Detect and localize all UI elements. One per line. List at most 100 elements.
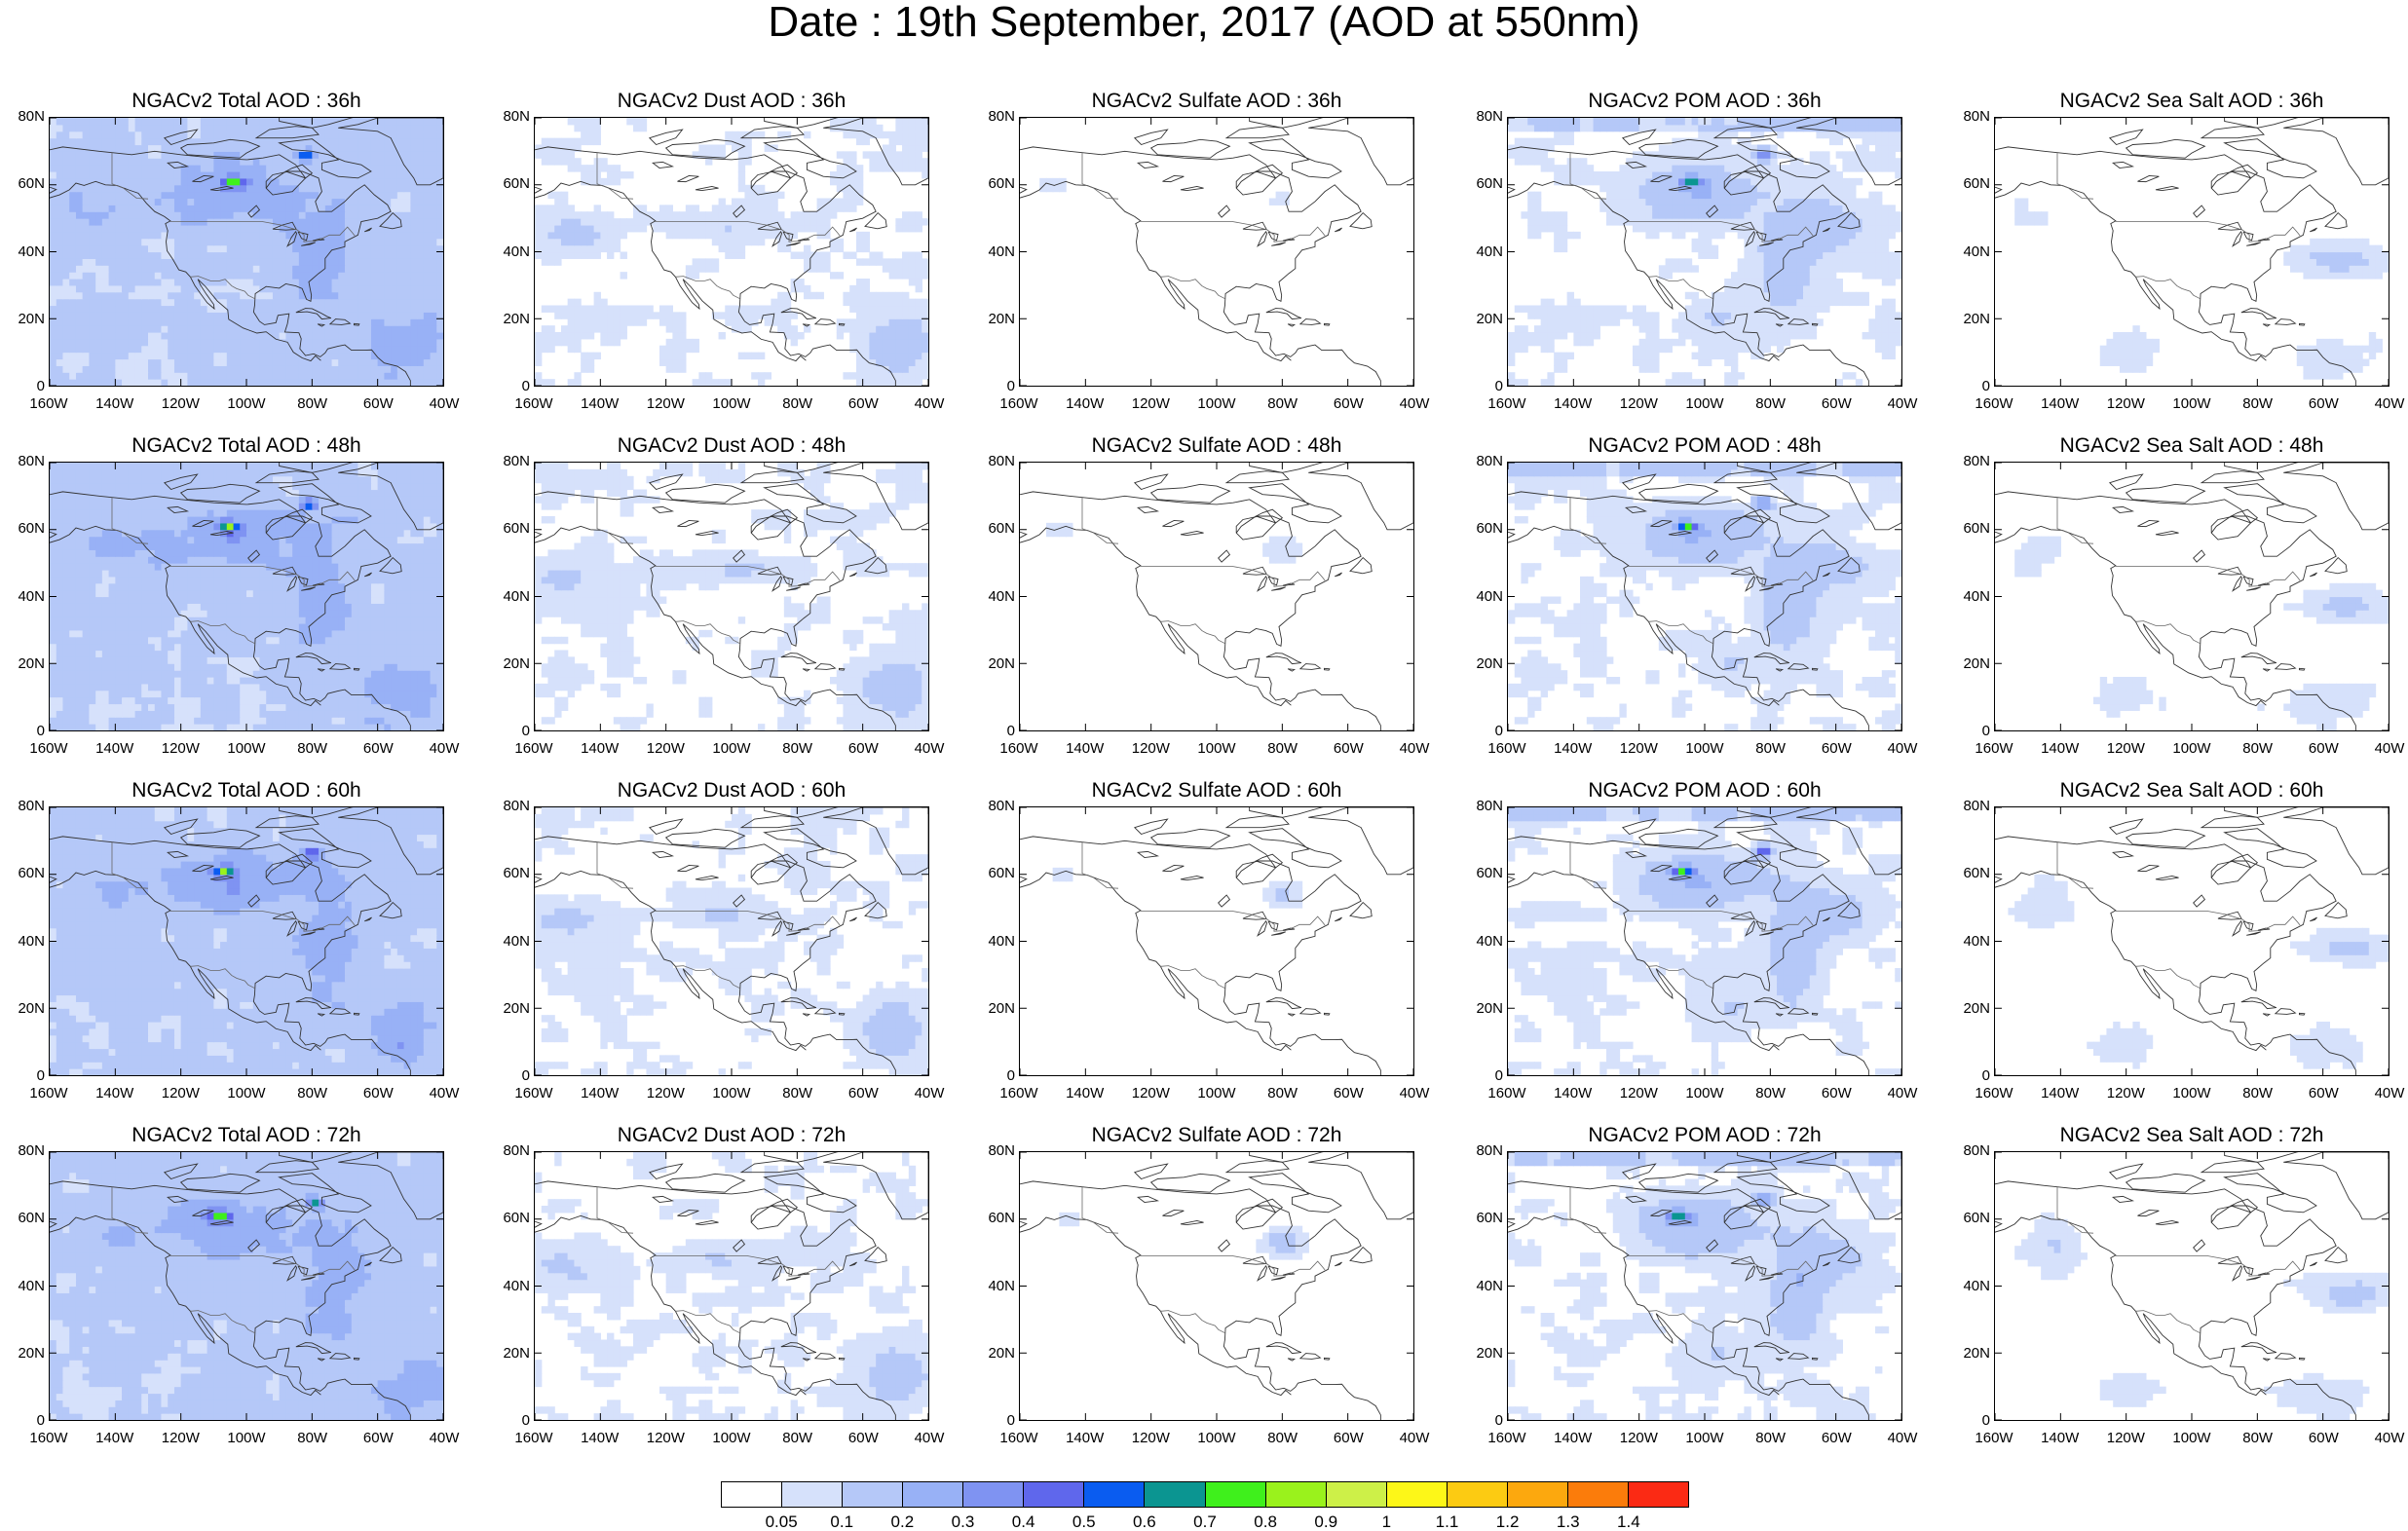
- y-tick-label: 80N: [1951, 1143, 1990, 1159]
- aod-field: [1508, 1152, 1901, 1420]
- colorbar-label: 1.2: [1479, 1513, 1537, 1531]
- x-tick-label: 100W: [2163, 396, 2221, 412]
- colorbar-label: 1.3: [1539, 1513, 1598, 1531]
- panel-title: NGACv2 Sulfate AOD : 60h: [1019, 779, 1414, 803]
- colorbar-label: 0.1: [812, 1513, 871, 1531]
- coastlines: [1995, 1152, 2389, 1420]
- y-tick-label: 80N: [6, 1143, 45, 1159]
- x-tick-label: 140W: [86, 396, 144, 412]
- x-tick-label: 160W: [1965, 1431, 2023, 1446]
- colorbar-swatch: [903, 1482, 964, 1507]
- x-tick-label: 60W: [1319, 1086, 1377, 1102]
- national-borders: [596, 497, 841, 645]
- x-tick-label: 80W: [1742, 396, 1800, 412]
- aod-field: [535, 1152, 928, 1420]
- x-tick-label: 80W: [2229, 396, 2287, 412]
- x-tick-label: 100W: [1187, 1086, 1246, 1102]
- x-tick-label: 160W: [1965, 741, 2023, 757]
- y-tick-label: 0: [1951, 1413, 1990, 1429]
- x-tick-label: 120W: [1121, 396, 1180, 412]
- y-tick-label: 20N: [976, 1345, 1015, 1362]
- colorbar-swatch: [1567, 1482, 1629, 1507]
- x-tick-label: 140W: [571, 741, 629, 757]
- national-borders: [1569, 497, 1814, 645]
- panel-title: NGACv2 Total AOD : 72h: [49, 1124, 444, 1147]
- x-tick-label: 40W: [1385, 741, 1444, 757]
- y-tick-label: 60N: [491, 176, 530, 192]
- y-tick-label: 0: [6, 1413, 45, 1429]
- colorbar-label: 1: [1357, 1513, 1415, 1531]
- coastlines: [50, 463, 443, 730]
- map-panel-sulfate-48h: [1019, 462, 1414, 731]
- coastlines: [1995, 118, 2389, 386]
- x-tick-label: 160W: [1478, 1086, 1536, 1102]
- x-tick-label: 100W: [2163, 741, 2221, 757]
- national-borders: [2056, 841, 2301, 990]
- colorbar: [721, 1481, 1689, 1508]
- aod-map: [50, 1152, 443, 1420]
- panel-title: NGACv2 Total AOD : 48h: [49, 434, 444, 458]
- x-tick-label: 140W: [2031, 741, 2089, 757]
- x-tick-label: 100W: [217, 741, 276, 757]
- x-tick-label: 80W: [1254, 396, 1312, 412]
- x-tick-label: 60W: [349, 741, 407, 757]
- y-tick-label: 60N: [976, 521, 1015, 537]
- y-tick-label: 0: [491, 1068, 530, 1084]
- aod-field: [50, 807, 443, 1075]
- coastlines: [50, 118, 443, 386]
- national-borders: [1081, 1186, 1326, 1334]
- panel-title: NGACv2 Total AOD : 60h: [49, 779, 444, 803]
- map-panel-pom-60h: [1507, 806, 1902, 1076]
- colorbar-swatch: [1326, 1482, 1387, 1507]
- x-tick-label: 60W: [1807, 741, 1865, 757]
- x-tick-label: 100W: [2163, 1086, 2221, 1102]
- aod-field: [1508, 807, 1901, 1075]
- y-tick-label: 80N: [1951, 454, 1990, 469]
- x-tick-label: 160W: [1965, 396, 2023, 412]
- x-tick-label: 40W: [900, 741, 959, 757]
- coastlines: [1508, 1152, 1901, 1420]
- x-tick-label: 40W: [1873, 396, 1932, 412]
- colorbar-swatch: [782, 1482, 844, 1507]
- y-tick-label: 40N: [6, 1278, 45, 1294]
- panel-title: NGACv2 Dust AOD : 60h: [534, 779, 929, 803]
- y-tick-label: 60N: [491, 521, 530, 537]
- y-tick-label: 0: [1464, 1413, 1503, 1429]
- y-tick-label: 0: [976, 1068, 1015, 1084]
- x-tick-label: 80W: [769, 396, 827, 412]
- x-tick-label: 40W: [415, 396, 473, 412]
- y-tick-label: 40N: [1951, 588, 1990, 605]
- x-tick-label: 100W: [1675, 1431, 1734, 1446]
- x-tick-label: 40W: [1385, 1086, 1444, 1102]
- x-tick-label: 120W: [151, 1431, 209, 1446]
- map-panel-seasalt-48h: [1994, 462, 2389, 731]
- colorbar-swatch: [1386, 1482, 1448, 1507]
- x-tick-label: 40W: [1385, 396, 1444, 412]
- aod-field: [1039, 177, 1290, 205]
- x-tick-label: 60W: [834, 1086, 892, 1102]
- coastlines: [1508, 463, 1901, 730]
- panel-title: NGACv2 Sulfate AOD : 36h: [1019, 90, 1414, 113]
- y-tick-label: 40N: [1951, 1278, 1990, 1294]
- y-tick-label: 0: [491, 1413, 530, 1429]
- national-borders: [596, 841, 841, 990]
- y-tick-label: 40N: [976, 588, 1015, 605]
- aod-map: [1995, 463, 2389, 730]
- x-tick-label: 160W: [1478, 741, 1536, 757]
- coastlines: [1020, 463, 1413, 730]
- x-tick-label: 60W: [2294, 1086, 2352, 1102]
- panel-title: NGACv2 Dust AOD : 72h: [534, 1124, 929, 1147]
- x-tick-label: 160W: [19, 1086, 78, 1102]
- y-tick-label: 20N: [1464, 655, 1503, 672]
- national-borders: [596, 152, 841, 300]
- aod-map: [50, 118, 443, 386]
- x-tick-label: 100W: [1675, 396, 1734, 412]
- aod-field: [2014, 198, 2389, 380]
- y-tick-label: 20N: [1951, 1000, 1990, 1017]
- map-panel-dust-60h: [534, 806, 929, 1076]
- x-tick-label: 160W: [990, 1086, 1048, 1102]
- colorbar-label: 0.6: [1115, 1513, 1174, 1531]
- map-panel-sulfate-72h: [1019, 1151, 1414, 1421]
- map-panel-pom-48h: [1507, 462, 1902, 731]
- y-tick-label: 60N: [1951, 176, 1990, 192]
